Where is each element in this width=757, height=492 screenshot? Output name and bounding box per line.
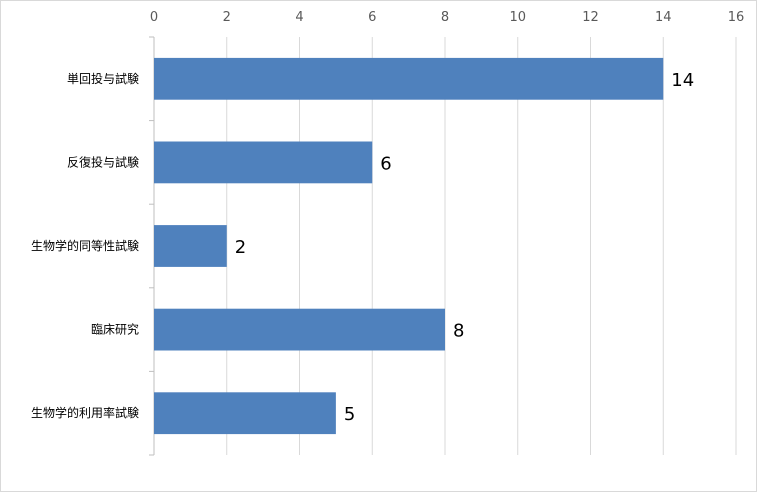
category-label: 生物学的利用率試験 — [31, 405, 139, 420]
bar — [154, 57, 664, 100]
x-tick-label: 2 — [223, 10, 231, 25]
x-tick-label: 4 — [295, 10, 303, 25]
x-tick-label: 14 — [655, 10, 672, 25]
bar — [154, 225, 227, 267]
bar — [154, 392, 336, 435]
data-label: 14 — [671, 70, 694, 91]
x-tick-label: 0 — [150, 10, 158, 25]
bar — [154, 308, 445, 351]
category-label: 生物学的同等性試験 — [31, 238, 139, 253]
x-tick-label: 10 — [509, 10, 526, 25]
category-label: 臨床研究 — [91, 322, 139, 337]
x-tick-label: 6 — [368, 10, 376, 25]
data-label: 8 — [453, 321, 464, 342]
x-tick-label: 16 — [728, 10, 745, 25]
data-label: 6 — [380, 153, 391, 174]
bar — [154, 141, 373, 184]
category-label: 単回投与試験 — [67, 71, 139, 86]
category-label: 反復投与試験 — [67, 154, 139, 169]
data-label: 2 — [235, 237, 246, 258]
x-tick-label: 8 — [441, 10, 449, 25]
data-label: 5 — [344, 404, 355, 425]
x-tick-label: 12 — [582, 10, 599, 25]
